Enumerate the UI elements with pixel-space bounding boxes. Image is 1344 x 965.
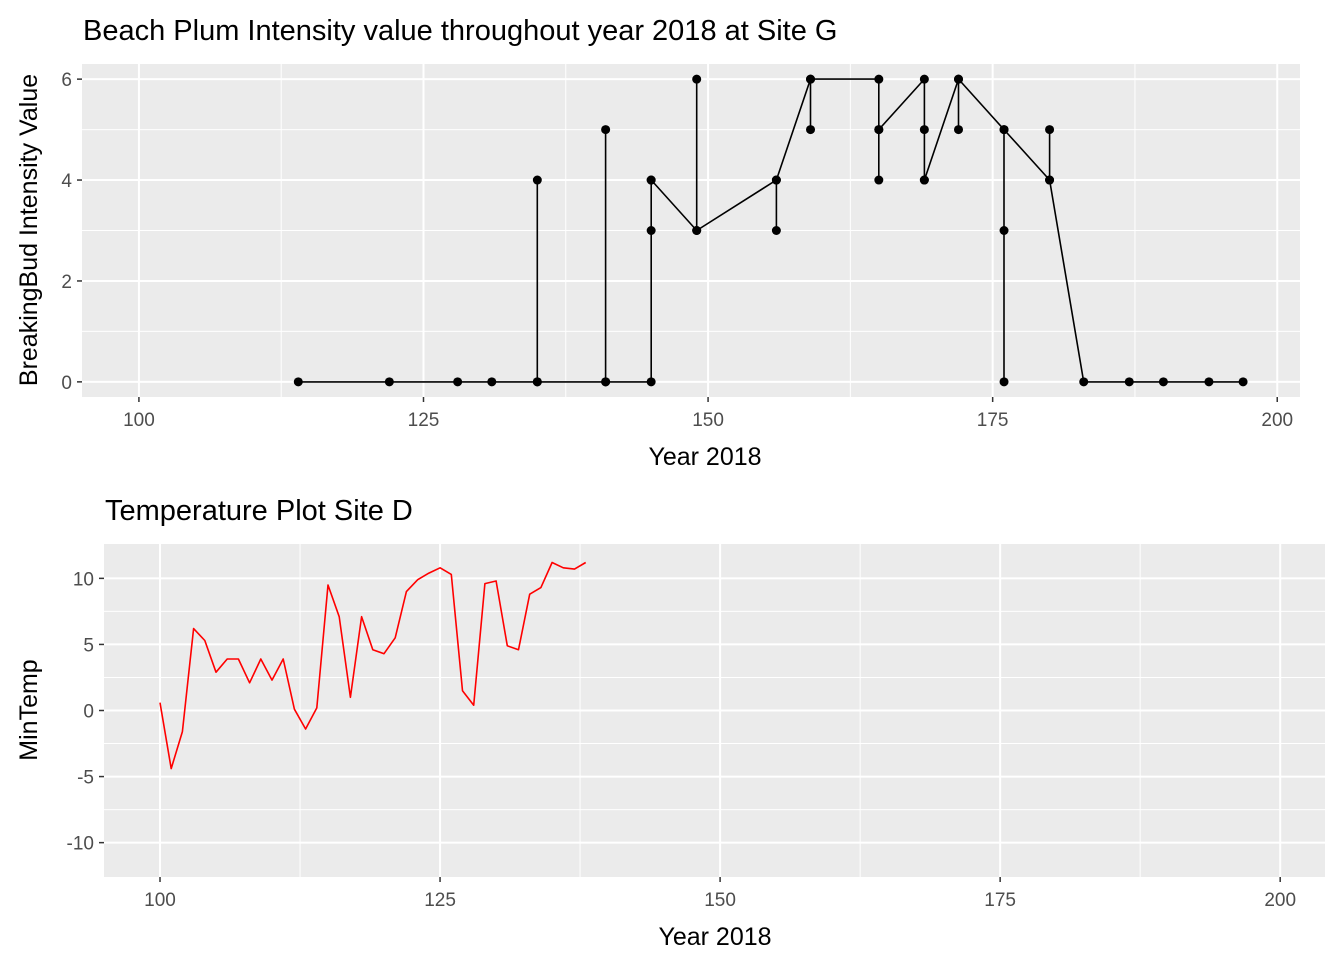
bud-intensity-x-tick-label: 100 [123,410,155,431]
bud-intensity-data-point [806,125,816,135]
bud-intensity-data-point [532,175,542,185]
bud-intensity-data-point [1238,377,1248,387]
temperature-x-tick-label: 200 [1264,890,1296,911]
temperature-x-tick-label: 150 [704,890,736,911]
bud-intensity-data-point [999,125,1009,135]
bud-intensity-data-point [954,125,964,135]
bud-intensity-data-point [999,226,1009,235]
bud-intensity-data-point [874,74,884,84]
bud-intensity-data-point [646,226,656,235]
bud-intensity-y-axis: 0 2 4 6 [61,70,82,394]
temperature-x-axis: 100 125 150 175 200 [144,877,1296,911]
bud-intensity-data-point [874,125,884,135]
bud-intensity-series [293,74,1248,387]
temperature-x-tick-label: 175 [984,890,1016,911]
bud-intensity-x-tick-label: 200 [1261,410,1293,431]
bud-intensity-x-tick-label: 150 [692,410,724,431]
bud-intensity-data-point [453,377,463,387]
temperature-y-tick-label: 5 [83,635,94,656]
bud-intensity-x-axis: 100 125 150 175 200 [123,397,1293,431]
bud-intensity-data-point [1045,125,1055,135]
bud-intensity-data-point [1079,377,1089,387]
temperature-series-line [159,561,587,770]
bud-intensity-y-axis-title: BreakingBud Intensity Value [15,74,43,386]
bud-intensity-data-point [874,175,884,185]
bud-intensity-data-point [919,74,929,84]
temperature-minor-grid [104,544,1325,877]
temperature-y-axis: -10 -5 0 5 10 [67,569,104,855]
bud-intensity-data-point [1045,175,1055,185]
bud-intensity-data-point [1158,377,1168,387]
temperature-y-axis-title: MinTemp [15,659,43,760]
bud-intensity-data-point [1124,377,1134,387]
bud-intensity-data-point [919,125,929,135]
bud-intensity-data-point [999,377,1009,387]
bud-intensity-x-axis-title: Year 2018 [648,443,761,471]
bud-intensity-data-point [601,377,611,387]
temperature-series [159,561,587,770]
bud-intensity-y-tick-label: 2 [61,272,72,293]
temperature-panel: Temperature Plot Site D 100 125 150 175 200 … [15,495,1325,951]
temperature-y-tick-label: 10 [73,569,94,590]
temperature-x-tick-label: 100 [144,890,176,911]
bud-intensity-data-point [771,175,781,185]
bud-intensity-title: Beach Plum Intensity value throughout ye… [83,15,837,47]
bud-intensity-x-tick-label: 175 [977,410,1009,431]
bud-intensity-minor-grid [82,64,1300,397]
bud-intensity-data-point [692,74,702,84]
bud-intensity-data-point [646,175,656,185]
bud-intensity-data-point [487,377,497,387]
bud-intensity-data-point [954,74,964,84]
bud-intensity-x-tick-label: 125 [408,410,440,431]
temperature-y-tick-label: -5 [77,768,94,789]
bud-intensity-data-point [692,226,702,235]
bud-intensity-data-point [1204,377,1214,387]
bud-intensity-data-point [384,377,394,387]
temperature-y-tick-label: -10 [67,834,94,855]
bud-intensity-data-point [806,74,816,84]
bud-intensity-data-point [919,175,929,185]
temperature-title: Temperature Plot Site D [105,495,413,527]
temperature-major-grid [104,544,1325,877]
bud-intensity-data-point [293,377,303,387]
bud-intensity-data-point [601,125,611,135]
temperature-x-axis-title: Year 2018 [658,923,771,951]
bud-intensity-y-tick-label: 4 [61,171,72,192]
bud-intensity-y-tick-label: 0 [61,373,72,394]
bud-intensity-panel: Beach Plum Intensity value throughout ye… [15,15,1300,471]
bud-intensity-y-tick-label: 6 [61,70,72,91]
bud-intensity-data-point [646,377,656,387]
bud-intensity-major-grid [82,64,1300,397]
bud-intensity-data-point [771,226,781,235]
bud-intensity-data-point [532,377,542,387]
temperature-y-tick-label: 0 [83,702,94,723]
temperature-x-tick-label: 125 [424,890,456,911]
